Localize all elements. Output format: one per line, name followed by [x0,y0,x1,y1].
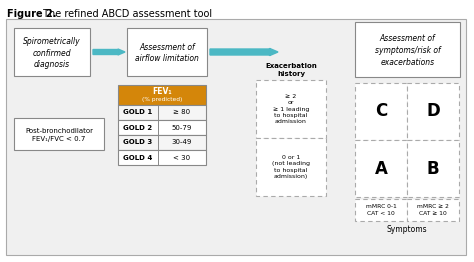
Bar [355,199,407,221]
Bar [14,28,90,76]
Text: GOLD 3: GOLD 3 [123,139,153,145]
Text: The refined ABCD assessment tool: The refined ABCD assessment tool [40,9,212,19]
Text: Spirometrically
confirmed
diagnosis: Spirometrically confirmed diagnosis [23,37,81,69]
Bar [355,22,460,77]
Text: ≥ 2
or
≥ 1 leading
to hospital
admission: ≥ 2 or ≥ 1 leading to hospital admission [273,94,309,124]
Bar [14,118,104,150]
Text: A: A [374,160,387,177]
Text: GOLD 4: GOLD 4 [123,155,153,161]
Text: Assessment of
symptoms/risk of
exacerbations: Assessment of symptoms/risk of exacerbat… [374,34,440,67]
Bar [118,150,206,165]
Text: Symptoms: Symptoms [387,226,428,234]
Bar [118,135,206,150]
Bar [407,140,459,197]
FancyArrow shape [93,49,125,55]
Bar [256,138,326,196]
Bar [355,140,407,197]
Bar [256,80,326,138]
Text: GOLD 1: GOLD 1 [123,110,153,116]
Text: Post-bronchodilator
FEV₁/FVC < 0.7: Post-bronchodilator FEV₁/FVC < 0.7 [25,128,93,142]
Text: (% predicted): (% predicted) [142,96,182,101]
Bar [127,28,207,76]
Text: Assessment of
airflow limitation: Assessment of airflow limitation [135,43,199,63]
Text: < 30: < 30 [173,155,191,161]
Text: 30-49: 30-49 [172,139,192,145]
Text: C: C [375,102,387,121]
Bar [407,83,459,140]
Bar [118,85,206,105]
Bar [118,120,206,135]
Text: GOLD 2: GOLD 2 [123,124,153,130]
Text: Figure 2.: Figure 2. [7,9,56,19]
Bar [355,83,407,140]
Text: B: B [427,160,439,177]
Text: ≥ 80: ≥ 80 [173,110,191,116]
Text: Exacerbation
history: Exacerbation history [265,63,317,77]
Bar [118,105,206,120]
Bar [407,199,459,221]
FancyArrow shape [210,48,278,56]
Text: 0 or 1
(not leading
to hospital
admission): 0 or 1 (not leading to hospital admissio… [272,155,310,179]
Text: 50-79: 50-79 [172,124,192,130]
Text: FEV₁: FEV₁ [152,88,172,96]
Text: mMRC 0-1
CAT < 10: mMRC 0-1 CAT < 10 [365,204,396,216]
Text: mMRC ≥ 2
CAT ≥ 10: mMRC ≥ 2 CAT ≥ 10 [417,204,449,216]
Text: D: D [426,102,440,121]
